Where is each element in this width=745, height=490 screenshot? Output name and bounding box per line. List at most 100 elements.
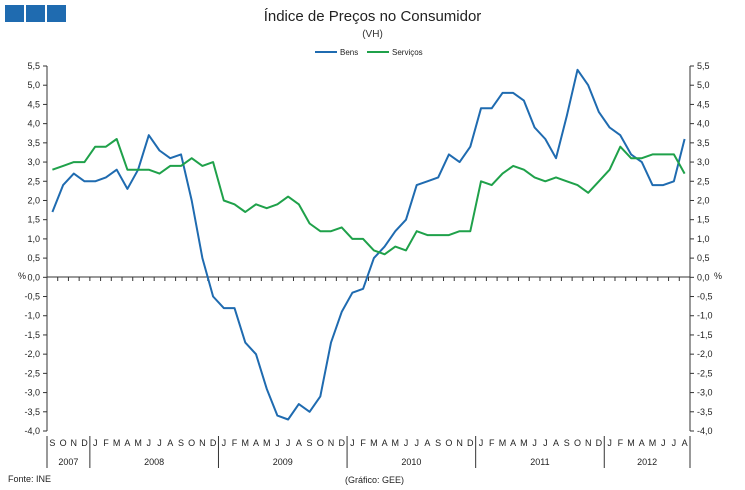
month-label: F <box>489 438 495 448</box>
y-tick-label-left: 4,5 <box>27 99 40 109</box>
month-label: J <box>275 438 280 448</box>
month-label: O <box>317 438 324 448</box>
month-label: J <box>543 438 548 448</box>
month-label: S <box>564 438 570 448</box>
month-label: J <box>286 438 291 448</box>
month-label: J <box>414 438 419 448</box>
source-note: Fonte: INE <box>8 474 52 484</box>
y-axis-unit-right: % <box>714 271 722 281</box>
logo-square-1 <box>5 5 24 22</box>
month-label: N <box>71 438 78 448</box>
y-tick-label-right: 3,0 <box>697 157 710 167</box>
y-tick-label-right: 5,5 <box>697 61 710 71</box>
month-label: M <box>242 438 250 448</box>
month-label: N <box>199 438 206 448</box>
month-label: J <box>607 438 612 448</box>
y-tick-label-right: -3,0 <box>697 388 713 398</box>
month-label: D <box>467 438 474 448</box>
y-tick-label-left: -4,0 <box>24 426 40 436</box>
y-tick-label-left: 0,5 <box>27 253 40 263</box>
month-label: F <box>618 438 624 448</box>
year-label: 2010 <box>401 457 421 467</box>
year-label: 2009 <box>273 457 293 467</box>
month-label: O <box>60 438 67 448</box>
chart-credit: (Gráfico: GEE) <box>345 475 405 485</box>
y-tick-label-right: 4,0 <box>697 119 710 129</box>
month-label: M <box>520 438 528 448</box>
month-label: D <box>210 438 217 448</box>
legend-label: Bens <box>340 48 358 57</box>
month-label: M <box>134 438 142 448</box>
y-tick-label-right: 5,0 <box>697 80 710 90</box>
month-label: A <box>167 438 173 448</box>
month-label: A <box>553 438 559 448</box>
y-tick-label-left: -1,0 <box>24 311 40 321</box>
month-label: J <box>93 438 98 448</box>
month-label: D <box>338 438 345 448</box>
month-label: J <box>157 438 162 448</box>
month-label: M <box>113 438 121 448</box>
y-tick-label-left: 1,5 <box>27 215 40 225</box>
y-tick-label-left: 2,0 <box>27 195 40 205</box>
month-label: S <box>178 438 184 448</box>
month-label: A <box>296 438 302 448</box>
month-label: D <box>596 438 603 448</box>
y-tick-label-right: -4,0 <box>697 426 713 436</box>
y-tick-label-left: 3,0 <box>27 157 40 167</box>
y-tick-label-left: -2,5 <box>24 368 40 378</box>
month-label: S <box>307 438 313 448</box>
month-label: J <box>147 438 152 448</box>
y-tick-label-right: -1,0 <box>697 311 713 321</box>
y-tick-label-right: -0,5 <box>697 292 713 302</box>
month-label: F <box>232 438 238 448</box>
legend-label: Serviços <box>392 48 423 57</box>
year-label: 2012 <box>637 457 657 467</box>
y-tick-label-left: 0,0 <box>27 272 40 282</box>
series-line-servios <box>52 138 686 256</box>
month-label: M <box>263 438 271 448</box>
y-tick-label-left: -0,5 <box>24 292 40 302</box>
y-tick-label-right: -2,5 <box>697 368 713 378</box>
month-label: A <box>382 438 388 448</box>
month-label: J <box>672 438 677 448</box>
y-tick-label-left: 5,5 <box>27 61 40 71</box>
y-tick-label-left: 4,0 <box>27 119 40 129</box>
y-tick-label-right: 2,5 <box>697 176 710 186</box>
month-label: A <box>682 438 688 448</box>
month-label: M <box>499 438 507 448</box>
month-label: A <box>124 438 130 448</box>
y-tick-label-left: -1,5 <box>24 330 40 340</box>
month-label: J <box>404 438 409 448</box>
logo-square-3 <box>47 5 66 22</box>
month-label: J <box>661 438 666 448</box>
y-tick-label-right: 0,0 <box>697 272 710 282</box>
y-tick-label-left: 5,0 <box>27 80 40 90</box>
series-line-bens <box>51 68 686 421</box>
month-label: O <box>188 438 195 448</box>
y-tick-label-left: -3,0 <box>24 388 40 398</box>
y-tick-label-right: -3,5 <box>697 407 713 417</box>
month-label: A <box>639 438 645 448</box>
month-label: J <box>222 438 227 448</box>
y-tick-label-right: 2,0 <box>697 195 710 205</box>
month-label: S <box>49 438 55 448</box>
month-label: N <box>585 438 592 448</box>
logo-square-2 <box>26 5 45 22</box>
month-label: M <box>627 438 635 448</box>
y-tick-label-right: -2,0 <box>697 349 713 359</box>
month-label: D <box>81 438 88 448</box>
year-label: 2008 <box>144 457 164 467</box>
month-label: M <box>370 438 378 448</box>
y-tick-label-right: 3,5 <box>697 138 710 148</box>
month-label: J <box>350 438 355 448</box>
month-label: O <box>574 438 581 448</box>
month-label: M <box>392 438 400 448</box>
year-label: 2011 <box>530 457 549 467</box>
y-tick-label-left: 1,0 <box>27 234 40 244</box>
y-tick-label-right: 1,0 <box>697 234 710 244</box>
y-tick-label-left: -3,5 <box>24 407 40 417</box>
month-label: S <box>435 438 441 448</box>
chart-title: Índice de Preços no Consumidor <box>263 8 482 25</box>
y-tick-label-right: 4,5 <box>697 99 710 109</box>
